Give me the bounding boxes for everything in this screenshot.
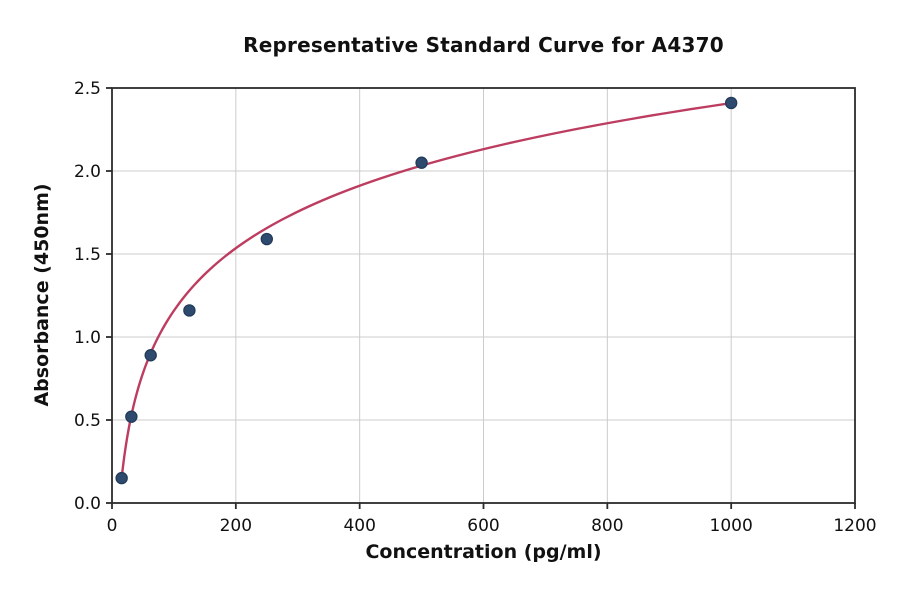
data-point	[183, 304, 196, 317]
plot-border	[111, 87, 856, 504]
x-tick-label: 800	[591, 516, 623, 536]
chart-title: Representative Standard Curve for A4370	[243, 33, 724, 57]
y-tick-label: 1.5	[74, 245, 101, 265]
y-tick-label: 0.0	[74, 494, 101, 514]
y-axis-label: Absorbance (450nm)	[31, 183, 53, 407]
x-tick-label: 1000	[710, 516, 753, 536]
data-point	[115, 471, 128, 485]
x-tick-label: 400	[343, 516, 375, 536]
y-tick-label: 1.0	[74, 328, 101, 348]
data-point	[724, 96, 738, 110]
x-tick-label: 1200	[833, 516, 876, 536]
y-tick-label: 0.5	[74, 411, 101, 431]
y-tick-label: 2.5	[74, 79, 101, 99]
data-point	[260, 232, 273, 246]
data-point	[144, 349, 157, 362]
data-point	[125, 410, 138, 423]
x-tick-label: 200	[220, 516, 252, 536]
y-tick-label: 2.0	[74, 162, 101, 182]
x-tick-label: 0	[107, 516, 118, 536]
x-axis-label: Concentration (pg/ml)	[365, 541, 602, 563]
x-tick-label: 600	[467, 516, 499, 536]
data-point	[415, 156, 428, 169]
